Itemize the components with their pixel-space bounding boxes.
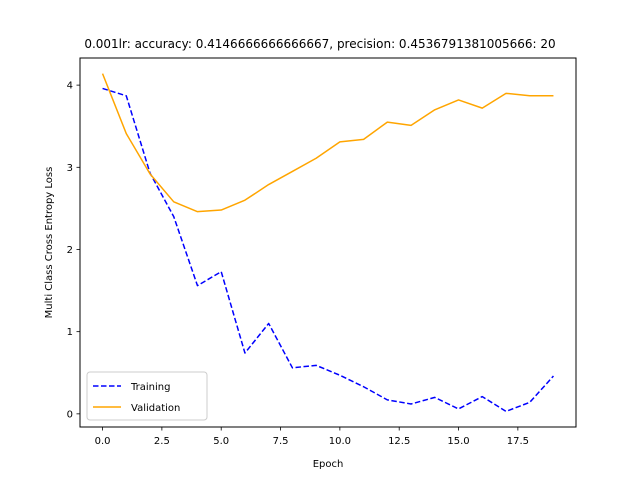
x-tick-label: 15.0 bbox=[447, 436, 469, 447]
series-line-validation bbox=[101, 73, 554, 213]
y-axis-label: Multi Class Cross Entropy Loss bbox=[44, 167, 55, 319]
legend-validation-label: Validation bbox=[131, 403, 180, 414]
x-axis-label: Epoch bbox=[313, 459, 344, 470]
x-tick-label: 10.0 bbox=[329, 436, 351, 447]
x-tick-label: 17.5 bbox=[507, 436, 529, 447]
x-tick-label: 2.5 bbox=[154, 436, 170, 447]
x-tick-label: 0.0 bbox=[95, 436, 111, 447]
x-tick-label: 12.5 bbox=[388, 436, 410, 447]
plot-frame bbox=[79, 57, 577, 428]
x-tick-label: 5.0 bbox=[213, 436, 229, 447]
y-tick-label: 3 bbox=[67, 163, 73, 174]
chart-title: 0.001lr: accuracy: 0.4146666666666667, p… bbox=[84, 37, 555, 51]
legend-box bbox=[86, 371, 208, 421]
y-tick-label: 1 bbox=[67, 327, 73, 338]
y-tick-label: 2 bbox=[67, 245, 73, 256]
legend: Training Validation bbox=[86, 371, 208, 421]
x-tick-label: 7.5 bbox=[273, 436, 289, 447]
y-tick-label: 4 bbox=[67, 81, 73, 92]
legend-training-label: Training bbox=[130, 382, 170, 393]
series-line-training bbox=[102, 87, 555, 413]
y-tick-label: 0 bbox=[67, 409, 73, 420]
